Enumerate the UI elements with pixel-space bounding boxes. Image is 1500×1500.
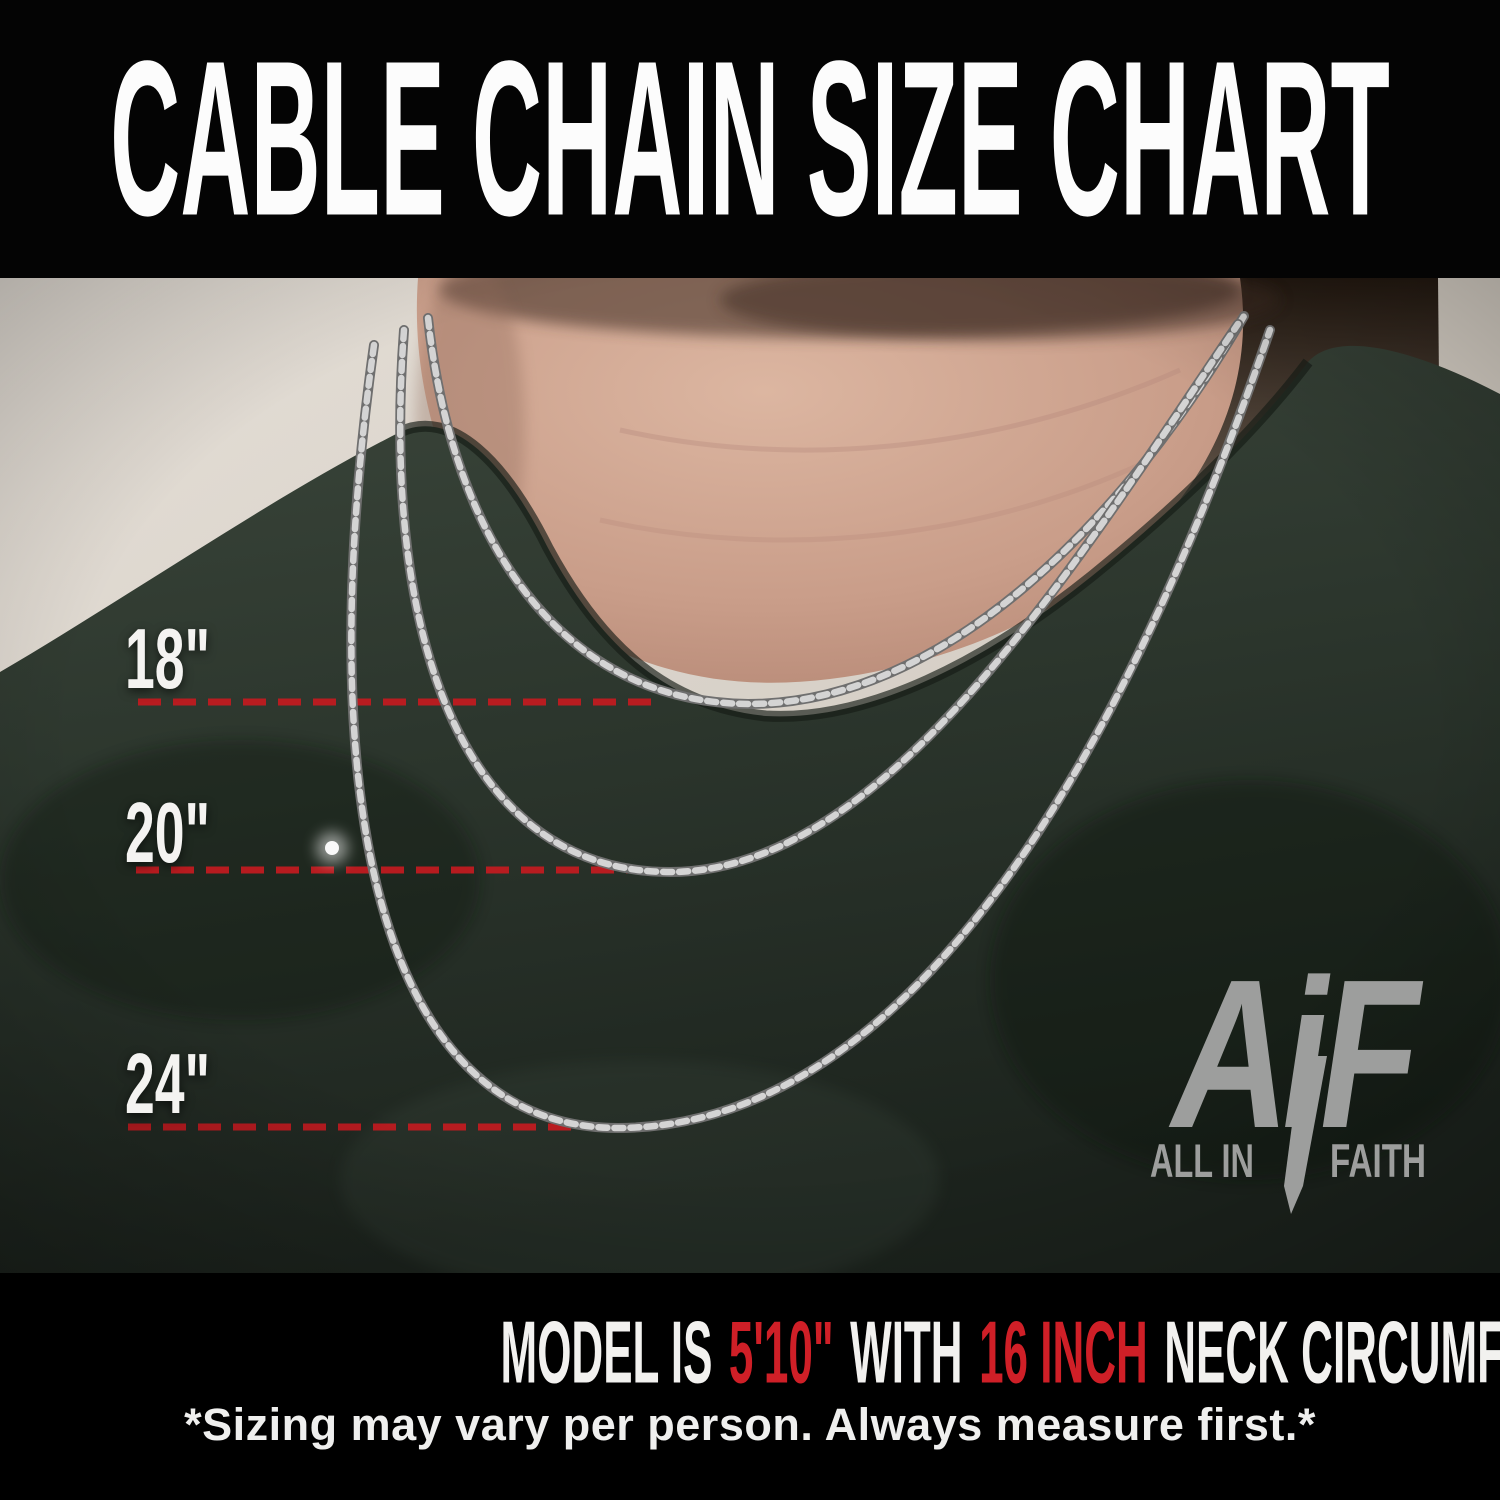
logo-word-faith: FAITH: [1330, 1134, 1426, 1187]
model-photo-illustration: AiF ALL IN FAITH: [0, 278, 1500, 1273]
brand-logo: AiF ALL IN FAITH: [1150, 935, 1434, 1214]
size-label-20-inch: 20": [125, 786, 210, 881]
size-label-24-inch: 24": [125, 1037, 210, 1132]
size-label-18-inch: 18": [125, 612, 210, 707]
photo-area: AiF ALL IN FAITH 18" 20" 24": [0, 278, 1500, 1273]
heading-part: WITH: [850, 1303, 963, 1402]
logo-word-all-in: ALL IN: [1150, 1134, 1254, 1187]
sizing-disclaimer: *Sizing may vary per person. Always meas…: [184, 1399, 1316, 1450]
heading-part-highlight: 16 INCH: [979, 1303, 1148, 1402]
heading-part: MODEL IS: [500, 1303, 713, 1402]
heading-part: NECK CIRCUMFERENCE: [1164, 1303, 1500, 1402]
header-banner: CABLE CHAIN SIZE CHART: [0, 0, 1500, 278]
vignette: [0, 278, 1500, 1273]
heading-part-highlight: 5'10": [728, 1303, 834, 1402]
page-title: CABLE CHAIN SIZE CHART: [110, 15, 1390, 263]
logo-sword-icon: [1284, 1056, 1327, 1214]
